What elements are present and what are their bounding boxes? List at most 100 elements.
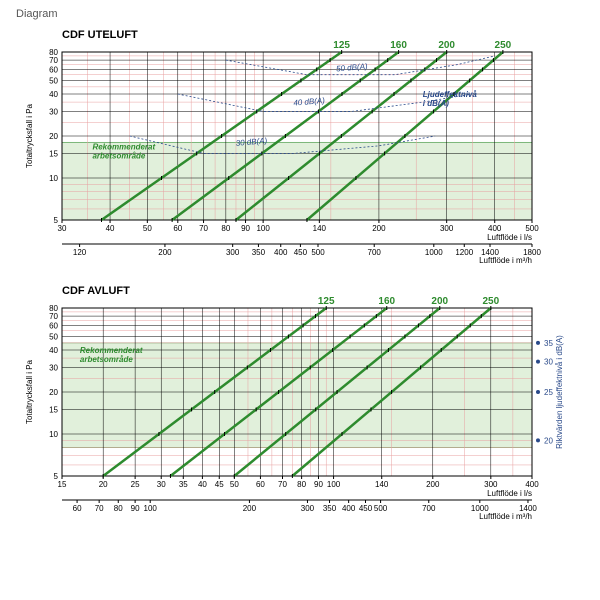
series-label: 125 (333, 40, 350, 51)
x-tick-ls: 80 (297, 480, 306, 489)
charts-container: CDF UTELUFT12516020025030 dB(A)40 dB(A)5… (16, 24, 584, 520)
chart-0: CDF UTELUFT12516020025030 dB(A)40 dB(A)5… (16, 24, 584, 264)
x-tick-ls: 15 (58, 480, 67, 489)
x-tick-ls: 140 (375, 480, 389, 489)
x-tick-ls: 500 (525, 224, 539, 233)
x-tick-m3h: 400 (342, 504, 356, 513)
y-tick: 10 (49, 430, 58, 439)
right-axis-marker (536, 438, 540, 442)
y-tick: 20 (49, 132, 58, 141)
right-axis-tick: 35 (544, 339, 553, 348)
right-axis-marker (536, 360, 540, 364)
y-tick: 30 (49, 363, 58, 372)
x-tick-ls: 90 (241, 224, 250, 233)
x-tick-m3h: 500 (311, 248, 325, 257)
x-axis-label-2: Luftflöde i m³/h (479, 256, 532, 264)
y-tick: 80 (49, 304, 58, 313)
x-tick-ls: 20 (99, 480, 108, 489)
x-tick-ls: 45 (215, 480, 224, 489)
x-tick-ls: 40 (198, 480, 207, 489)
y-tick: 15 (49, 149, 58, 158)
x-tick-m3h: 1000 (425, 248, 443, 257)
x-tick-m3h: 60 (73, 504, 82, 513)
x-tick-ls: 35 (179, 480, 188, 489)
x-tick-ls: 300 (440, 224, 454, 233)
noise-title: i dB(A) (423, 99, 450, 108)
y-tick: 15 (49, 405, 58, 414)
x-tick-m3h: 500 (374, 504, 388, 513)
series-label: 250 (495, 40, 512, 51)
x-tick-ls: 60 (173, 224, 182, 233)
series-label: 200 (431, 296, 448, 307)
x-axis-label-1: Luftflöde i l/s (487, 233, 532, 242)
x-tick-m3h: 80 (114, 504, 123, 513)
y-tick: 80 (49, 48, 58, 57)
x-tick-m3h: 450 (294, 248, 308, 257)
x-tick-ls: 400 (525, 480, 539, 489)
recommended-label: arbetsområde (80, 355, 133, 364)
right-axis-marker (536, 341, 540, 345)
series-label: 160 (390, 40, 407, 51)
y-tick: 30 (49, 107, 58, 116)
right-axis-tick: 30 (544, 358, 553, 367)
x-tick-ls: 70 (278, 480, 287, 489)
x-tick-ls: 100 (256, 224, 270, 233)
x-tick-ls: 400 (488, 224, 502, 233)
x-tick-ls: 30 (58, 224, 67, 233)
y-tick: 50 (49, 332, 58, 341)
x-tick-m3h: 120 (73, 248, 87, 257)
x-tick-m3h: 400 (274, 248, 288, 257)
y-tick: 40 (49, 90, 58, 99)
x-tick-ls: 30 (157, 480, 166, 489)
right-axis-tick: 25 (544, 388, 553, 397)
right-axis-label: Riktvärden ljudeffektnivå i dB(A) (555, 335, 564, 449)
x-tick-m3h: 70 (95, 504, 104, 513)
x-tick-ls: 100 (327, 480, 341, 489)
noise-label: 40 dB(A) (293, 96, 326, 108)
recommended-label: Rekommenderat (80, 346, 143, 355)
x-tick-m3h: 700 (422, 504, 436, 513)
x-tick-m3h: 200 (158, 248, 172, 257)
x-tick-ls: 50 (143, 224, 152, 233)
x-tick-m3h: 90 (131, 504, 140, 513)
x-tick-m3h: 200 (243, 504, 257, 513)
right-axis-tick: 20 (544, 436, 553, 445)
series-label: 250 (482, 296, 499, 307)
x-tick-m3h: 350 (252, 248, 266, 257)
x-axis-label-1: Luftflöde i l/s (487, 489, 532, 498)
x-tick-ls: 25 (131, 480, 140, 489)
x-tick-m3h: 300 (301, 504, 315, 513)
series-label: 160 (378, 296, 395, 307)
y-tick: 20 (49, 388, 58, 397)
recommended-label: Rekommenderat (92, 143, 155, 152)
y-tick: 70 (49, 56, 58, 65)
y-tick: 40 (49, 346, 58, 355)
series-label: 200 (438, 40, 455, 51)
y-tick: 60 (49, 65, 58, 74)
chart-svg: CDF AVLUFT125160200250Rekommenderatarbet… (16, 280, 576, 520)
x-tick-ls: 90 (314, 480, 323, 489)
chart-svg: CDF UTELUFT12516020025030 dB(A)40 dB(A)5… (16, 24, 576, 264)
chart-title: CDF UTELUFT (62, 29, 138, 41)
x-tick-ls: 300 (484, 480, 498, 489)
x-tick-ls: 70 (199, 224, 208, 233)
x-tick-ls: 200 (372, 224, 386, 233)
y-axis-label: Totaltrycksfall i Pa (25, 103, 34, 168)
page-title: Diagram (16, 8, 584, 20)
x-tick-m3h: 350 (323, 504, 337, 513)
y-tick: 70 (49, 312, 58, 321)
x-tick-m3h: 700 (368, 248, 382, 257)
y-tick: 60 (49, 321, 58, 330)
x-tick-m3h: 450 (359, 504, 373, 513)
x-tick-ls: 140 (313, 224, 327, 233)
y-axis-label: Totaltrycksfall i Pa (25, 359, 34, 424)
right-axis-marker (536, 390, 540, 394)
x-tick-ls: 40 (106, 224, 115, 233)
chart-title: CDF AVLUFT (62, 285, 130, 297)
chart-1: CDF AVLUFT125160200250Rekommenderatarbet… (16, 280, 584, 520)
x-tick-m3h: 100 (144, 504, 158, 513)
y-tick: 50 (49, 76, 58, 85)
noise-label: 50 dB(A) (336, 62, 369, 74)
x-tick-ls: 50 (230, 480, 239, 489)
x-axis-label-2: Luftflöde i m³/h (479, 512, 532, 520)
